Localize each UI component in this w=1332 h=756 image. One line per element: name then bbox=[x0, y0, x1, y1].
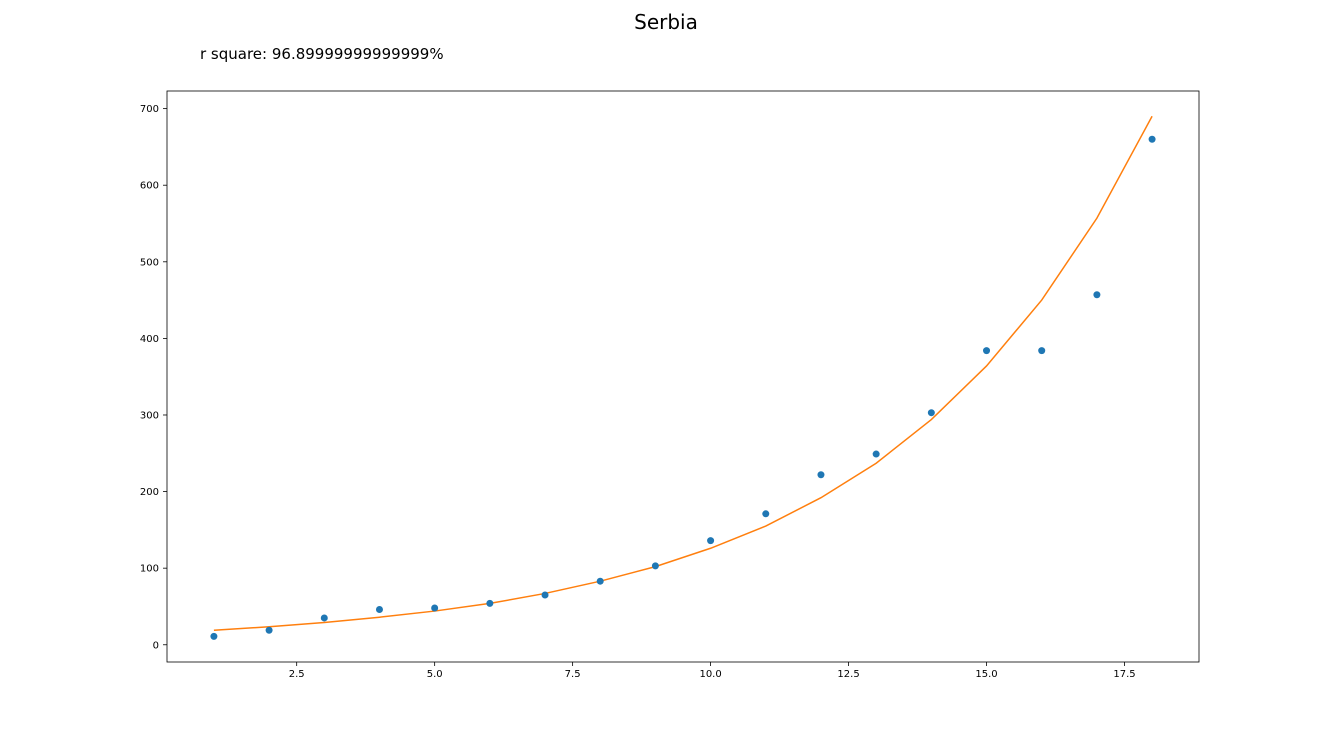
data-point bbox=[762, 510, 770, 518]
y-tick-label: 600 bbox=[140, 181, 159, 192]
data-point bbox=[541, 591, 549, 599]
data-point bbox=[1093, 291, 1101, 299]
y-tick-label: 0 bbox=[153, 640, 159, 651]
data-point bbox=[983, 347, 991, 355]
fit-line bbox=[213, 115, 1153, 631]
points-layer bbox=[210, 135, 1156, 640]
x-tick-label: 15.0 bbox=[975, 669, 997, 680]
y-tick-label: 400 bbox=[140, 334, 159, 345]
data-point bbox=[375, 606, 383, 614]
data-point bbox=[431, 604, 439, 612]
y-tick-label: 500 bbox=[140, 257, 159, 268]
data-point bbox=[320, 614, 328, 622]
data-point bbox=[872, 450, 880, 458]
data-point bbox=[596, 577, 604, 585]
ticks-layer: 2.5 5.0 7.5 10.0 12.5 15.0 17.5 0 100 200 300 400 50… bbox=[140, 104, 1136, 680]
fit-layer bbox=[213, 115, 1153, 631]
data-point bbox=[927, 409, 935, 417]
y-tick-label: 300 bbox=[140, 410, 159, 421]
y-tick-label: 100 bbox=[140, 564, 159, 575]
x-tick-label: 10.0 bbox=[699, 669, 721, 680]
x-tick-label: 2.5 bbox=[289, 669, 305, 680]
r-square-annotation: r square: 96.89999999999999% bbox=[200, 45, 444, 63]
x-tick-label: 7.5 bbox=[565, 669, 581, 680]
data-point bbox=[651, 562, 659, 570]
plot-frame bbox=[166, 90, 1200, 663]
data-point bbox=[265, 626, 273, 634]
y-tick-label: 200 bbox=[140, 487, 159, 498]
chart-title: Serbia bbox=[634, 10, 698, 34]
data-point bbox=[486, 599, 494, 607]
x-tick-label: 12.5 bbox=[837, 669, 859, 680]
data-point bbox=[1038, 347, 1046, 355]
data-point bbox=[817, 471, 825, 479]
data-point bbox=[1148, 135, 1156, 143]
x-tick-label: 17.5 bbox=[1113, 669, 1135, 680]
y-tick-label: 700 bbox=[140, 104, 159, 115]
data-point bbox=[707, 537, 715, 545]
x-tick-label: 5.0 bbox=[427, 669, 443, 680]
data-point bbox=[210, 632, 218, 640]
